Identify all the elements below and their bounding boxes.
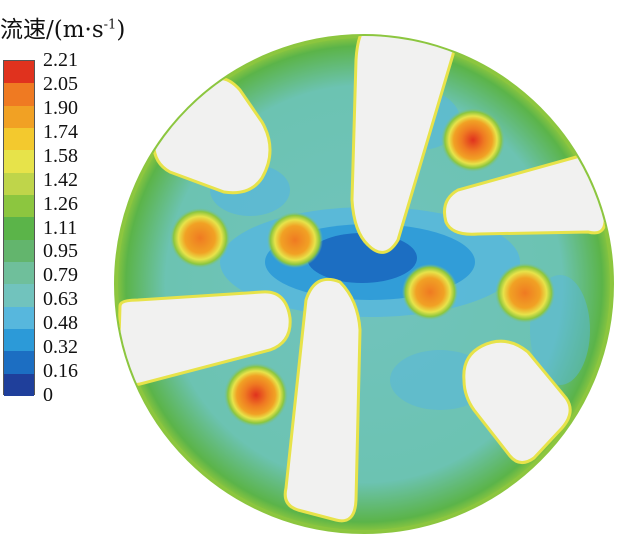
colorbar-segment bbox=[4, 61, 34, 84]
blade-lower-center bbox=[283, 277, 362, 523]
hotspot bbox=[170, 208, 230, 268]
legend-title: 流速/(m·s-1) bbox=[0, 10, 125, 44]
colorbar-tick-label: 0.32 bbox=[43, 336, 78, 359]
colorbar-segment bbox=[4, 306, 34, 329]
colorbar-segment bbox=[4, 172, 34, 195]
colorbar-tick-label: 1.58 bbox=[43, 144, 78, 167]
colorbar-segment bbox=[4, 351, 34, 374]
colorbar-tick-label: 0.79 bbox=[43, 264, 78, 287]
colorbar bbox=[3, 60, 35, 396]
colorbar-segment bbox=[4, 239, 34, 262]
colorbar-tick-label: 0.95 bbox=[43, 240, 78, 263]
legend-title-main: 流速/(m·s bbox=[0, 17, 104, 43]
low-velocity-zone-core bbox=[307, 233, 417, 283]
colorbar-segment bbox=[4, 373, 34, 396]
colorbar-segment bbox=[4, 217, 34, 240]
colorbar-tick-label: 2.21 bbox=[43, 49, 78, 71]
colorbar-segment bbox=[4, 83, 34, 106]
colorbar-segment bbox=[4, 328, 34, 352]
colorbar-tick-label: 1.42 bbox=[43, 168, 78, 191]
colorbar-tick-label: 0.48 bbox=[43, 312, 78, 335]
colorbar-segment bbox=[4, 150, 34, 173]
colorbar-tick-label: 1.11 bbox=[43, 216, 78, 239]
colorbar-tick-label: 0 bbox=[43, 384, 53, 406]
colorbar-segment bbox=[4, 194, 34, 218]
colorbar-tick-label: 2.05 bbox=[43, 72, 78, 95]
colorbar-tick-label: 1.90 bbox=[43, 96, 78, 119]
colorbar-segment bbox=[4, 105, 34, 128]
colorbar-tick-label: 1.74 bbox=[43, 120, 78, 143]
colorbar-segment bbox=[4, 127, 34, 151]
hotspot bbox=[224, 363, 288, 427]
legend-title-superscript: -1 bbox=[103, 17, 117, 33]
legend-title-close: ) bbox=[116, 17, 126, 43]
hotspot bbox=[267, 212, 323, 268]
hotspot bbox=[495, 263, 555, 323]
colorbar-segment bbox=[4, 284, 34, 307]
colorbar-segment bbox=[4, 261, 34, 285]
cutout-lower-right bbox=[462, 339, 572, 464]
colorbar-tick-label: 0.63 bbox=[43, 288, 78, 311]
hotspot bbox=[441, 108, 505, 172]
colorbar-tick-label: 1.26 bbox=[43, 192, 78, 215]
colorbar-tick-label: 0.16 bbox=[43, 360, 78, 383]
hotspot bbox=[402, 264, 458, 320]
